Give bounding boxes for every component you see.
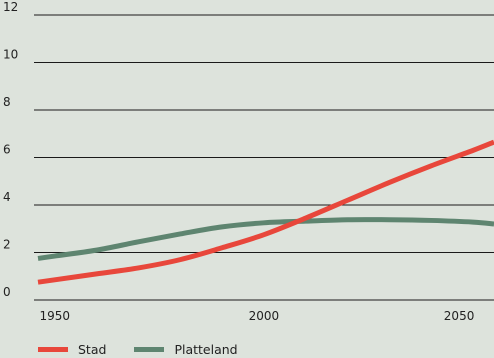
legend-label-stad: Stad bbox=[78, 341, 107, 357]
legend-item-stad: Stad bbox=[38, 342, 106, 357]
series-line-stad bbox=[37, 139, 494, 285]
y-tick-label-10: 10 bbox=[3, 48, 18, 62]
y-tick-label-6: 6 bbox=[3, 143, 11, 157]
y-tick-label-8: 8 bbox=[3, 95, 11, 109]
legend-label-platteland: Platteland bbox=[174, 341, 238, 357]
series-line-platteland bbox=[37, 217, 494, 261]
y-tick-label-4: 4 bbox=[3, 190, 11, 204]
series-lines bbox=[37, 139, 494, 285]
y-tick-label-12: 12 bbox=[3, 0, 18, 14]
legend: Stad Platteland bbox=[38, 340, 266, 358]
y-tick-label-0: 0 bbox=[3, 285, 11, 299]
legend-swatch-platteland bbox=[134, 346, 165, 352]
x-tick-labels: 1950 2000 2050 bbox=[39, 309, 474, 323]
gridlines bbox=[34, 14, 494, 301]
x-tick-label-1950: 1950 bbox=[39, 309, 70, 323]
legend-item-platteland: Platteland bbox=[134, 341, 238, 357]
y-tick-label-2: 2 bbox=[3, 238, 11, 252]
x-tick-label-2050: 2050 bbox=[444, 309, 475, 323]
x-tick-label-2000: 2000 bbox=[249, 309, 280, 323]
legend-swatch-stad bbox=[38, 346, 68, 352]
y-tick-labels: 0 2 4 6 8 10 12 bbox=[3, 0, 18, 299]
